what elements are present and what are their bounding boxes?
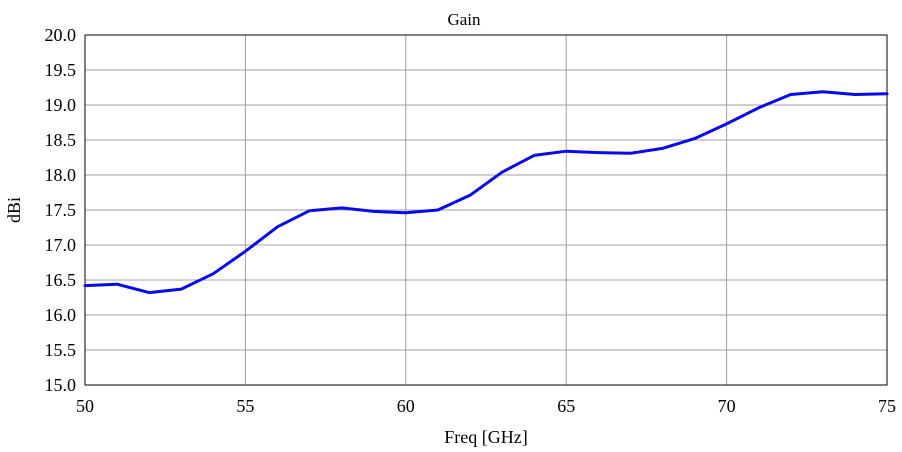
tick-labels: 50 55 60 65 70 75 15.0 15.5 16.0 16.5 17.0 17.5 18.0… — [45, 25, 897, 416]
y-axis-title: dBi — [4, 197, 24, 223]
series-layer — [83, 90, 889, 295]
y-tick-label: 18.0 — [45, 165, 77, 185]
plot-frame — [84, 34, 888, 386]
y-tick-label: 15.0 — [45, 375, 77, 395]
y-tick-label: 20.0 — [45, 25, 77, 45]
gain-series-line — [83, 90, 889, 295]
x-axis-title: Freq [GHz] — [444, 427, 527, 447]
grid — [85, 35, 887, 385]
y-tick-label: 17.0 — [45, 235, 77, 255]
y-tick-label: 19.5 — [45, 60, 77, 80]
x-tick-label: 50 — [76, 396, 94, 416]
x-tick-label: 65 — [557, 396, 575, 416]
y-tick-label: 18.5 — [45, 130, 77, 150]
y-tick-label: 16.5 — [45, 270, 77, 290]
x-tick-label: 70 — [718, 396, 736, 416]
y-tick-label: 19.0 — [45, 95, 77, 115]
x-tick-label: 60 — [397, 396, 415, 416]
chart-title: Gain — [447, 10, 481, 29]
y-tick-label: 17.5 — [45, 200, 77, 220]
y-tick-label: 16.0 — [45, 305, 77, 325]
y-tick-label: 15.5 — [45, 340, 77, 360]
x-tick-label: 55 — [236, 396, 254, 416]
x-tick-label: 75 — [878, 396, 896, 416]
